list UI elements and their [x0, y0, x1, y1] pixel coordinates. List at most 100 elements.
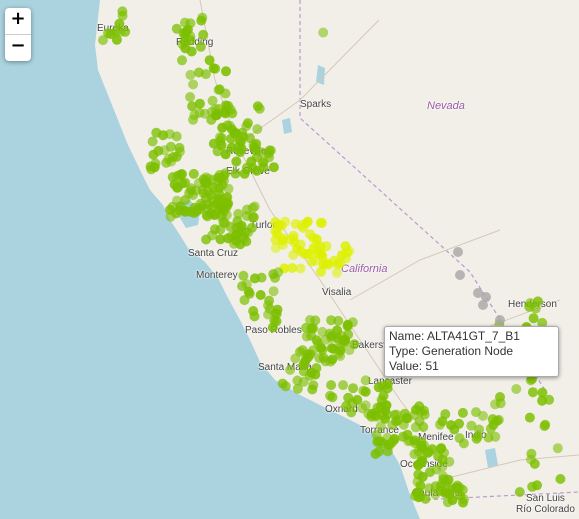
node-marker[interactable]	[273, 267, 284, 278]
node-marker[interactable]	[292, 383, 303, 394]
node-marker[interactable]	[220, 149, 231, 160]
node-marker[interactable]	[197, 201, 208, 211]
node-marker[interactable]	[189, 208, 200, 218]
node-marker[interactable]	[295, 263, 306, 274]
node-marker[interactable]	[422, 447, 433, 458]
node-marker[interactable]	[172, 182, 183, 193]
node-marker[interactable]	[202, 211, 213, 222]
node-marker[interactable]	[248, 306, 259, 316]
node-marker[interactable]	[221, 201, 232, 212]
node-marker[interactable]	[208, 63, 219, 74]
node-marker[interactable]	[473, 288, 483, 298]
node-marker[interactable]	[417, 455, 428, 466]
node-marker[interactable]	[263, 300, 274, 311]
node-marker[interactable]	[377, 438, 388, 449]
node-marker[interactable]	[248, 212, 259, 223]
node-marker[interactable]	[120, 26, 131, 37]
node-marker[interactable]	[252, 124, 263, 135]
node-marker[interactable]	[254, 103, 265, 114]
node-marker[interactable]	[306, 367, 317, 378]
node-marker[interactable]	[226, 124, 237, 135]
node-marker[interactable]	[360, 375, 371, 386]
node-marker[interactable]	[333, 315, 344, 326]
node-marker[interactable]	[148, 149, 159, 160]
node-marker[interactable]	[185, 92, 196, 102]
node-marker[interactable]	[249, 273, 260, 284]
node-marker[interactable]	[454, 418, 464, 429]
node-marker[interactable]	[352, 394, 363, 405]
node-marker[interactable]	[208, 138, 219, 149]
node-marker[interactable]	[265, 145, 276, 156]
node-marker[interactable]	[322, 258, 333, 269]
node-marker[interactable]	[338, 380, 349, 391]
node-marker[interactable]	[216, 133, 227, 143]
node-marker[interactable]	[189, 110, 200, 121]
node-marker[interactable]	[188, 79, 199, 90]
node-marker[interactable]	[185, 69, 196, 80]
node-marker[interactable]	[201, 193, 211, 204]
node-marker[interactable]	[325, 356, 336, 367]
node-marker[interactable]	[238, 131, 249, 142]
node-marker[interactable]	[405, 435, 415, 446]
node-marker[interactable]	[316, 266, 326, 277]
node-marker[interactable]	[318, 27, 329, 38]
node-marker[interactable]	[360, 386, 371, 397]
node-marker[interactable]	[225, 104, 236, 115]
node-marker[interactable]	[391, 409, 402, 420]
node-marker[interactable]	[225, 221, 236, 232]
node-marker[interactable]	[532, 296, 543, 307]
node-marker[interactable]	[326, 380, 337, 391]
node-marker[interactable]	[418, 422, 429, 432]
node-marker[interactable]	[248, 140, 259, 150]
node-marker[interactable]	[207, 95, 218, 106]
node-marker[interactable]	[306, 330, 317, 341]
node-marker[interactable]	[333, 335, 344, 346]
node-marker[interactable]	[241, 279, 252, 290]
node-marker[interactable]	[194, 98, 205, 109]
node-marker[interactable]	[159, 145, 170, 156]
node-marker[interactable]	[223, 233, 234, 244]
node-marker[interactable]	[257, 158, 268, 169]
node-marker[interactable]	[171, 151, 182, 162]
node-marker[interactable]	[317, 251, 328, 262]
node-marker[interactable]	[239, 295, 250, 306]
node-marker[interactable]	[287, 263, 298, 273]
node-marker[interactable]	[285, 364, 296, 375]
node-marker[interactable]	[231, 156, 242, 167]
node-marker[interactable]	[409, 449, 420, 460]
node-marker[interactable]	[399, 408, 410, 419]
node-marker[interactable]	[471, 433, 482, 444]
node-marker[interactable]	[161, 157, 172, 168]
node-marker[interactable]	[409, 409, 420, 420]
node-marker[interactable]	[220, 88, 231, 99]
node-marker[interactable]	[490, 399, 501, 410]
node-marker[interactable]	[242, 118, 253, 129]
node-marker[interactable]	[436, 443, 447, 454]
node-marker[interactable]	[290, 353, 301, 364]
node-marker[interactable]	[177, 55, 187, 66]
node-marker[interactable]	[247, 202, 258, 213]
node-marker[interactable]	[325, 390, 336, 401]
node-marker[interactable]	[204, 55, 215, 66]
node-marker[interactable]	[301, 218, 311, 229]
node-marker[interactable]	[111, 34, 122, 45]
node-marker[interactable]	[215, 234, 226, 245]
node-marker[interactable]	[98, 35, 108, 46]
node-marker[interactable]	[417, 471, 428, 482]
node-marker[interactable]	[233, 208, 244, 219]
node-marker[interactable]	[437, 454, 448, 465]
node-marker[interactable]	[313, 338, 324, 349]
node-marker[interactable]	[415, 480, 426, 491]
node-marker[interactable]	[185, 185, 196, 196]
node-marker[interactable]	[410, 422, 421, 433]
node-marker[interactable]	[277, 378, 288, 389]
node-marker[interactable]	[255, 290, 266, 300]
node-marker[interactable]	[471, 407, 481, 418]
node-marker[interactable]	[199, 175, 210, 186]
node-marker[interactable]	[455, 270, 465, 280]
node-marker[interactable]	[177, 39, 188, 50]
node-marker[interactable]	[341, 401, 352, 411]
node-marker[interactable]	[438, 471, 449, 482]
node-marker[interactable]	[268, 162, 279, 173]
node-marker[interactable]	[114, 18, 125, 29]
